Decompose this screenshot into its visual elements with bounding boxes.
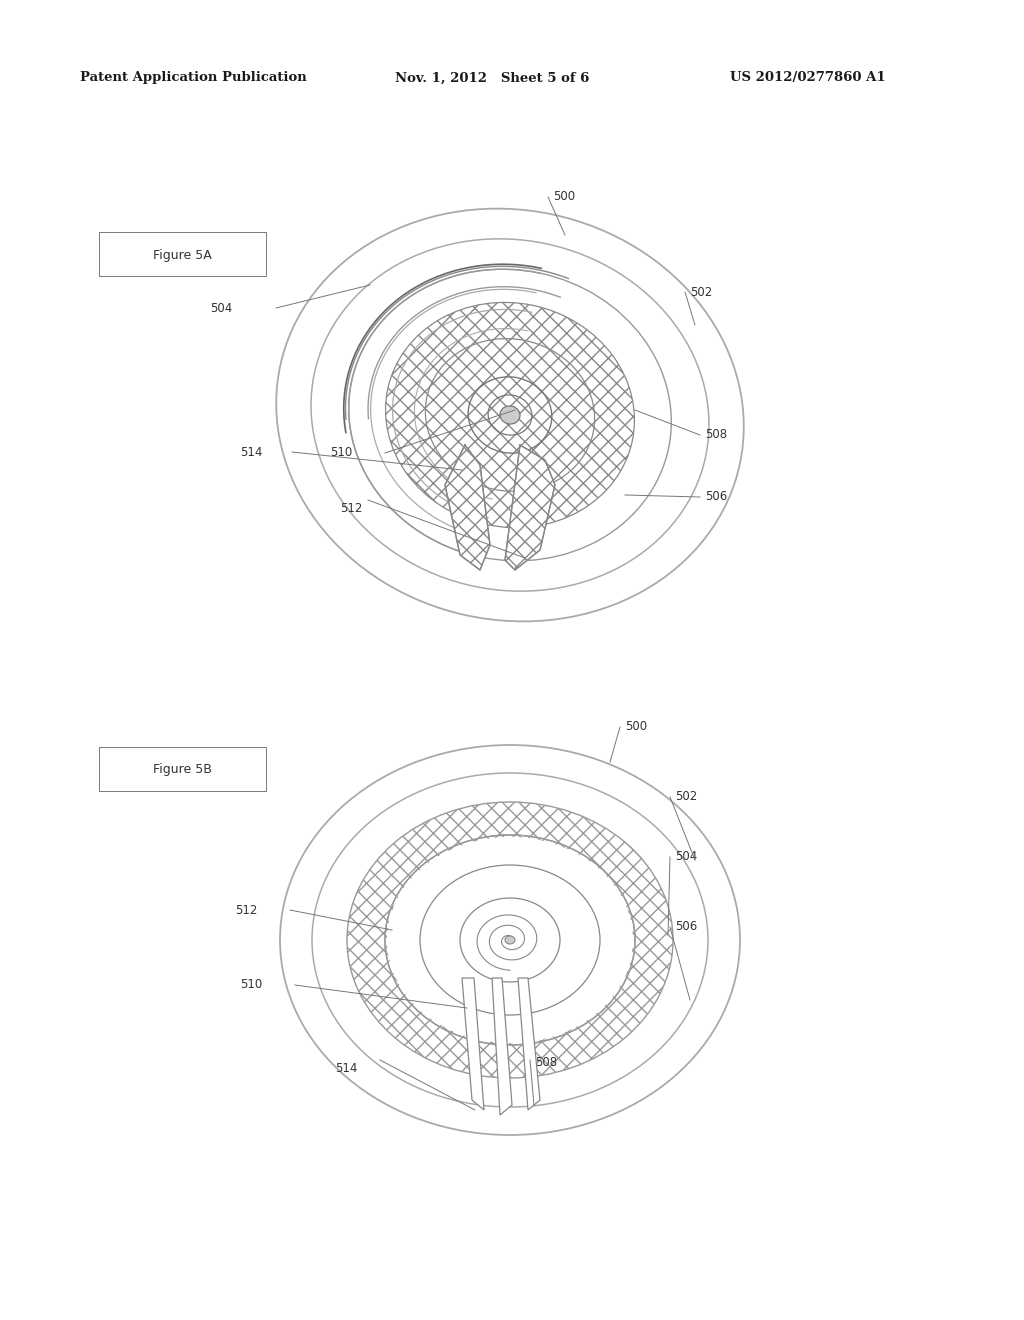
- Text: 500: 500: [553, 190, 575, 203]
- Ellipse shape: [385, 836, 635, 1045]
- Ellipse shape: [500, 407, 520, 424]
- Text: 506: 506: [705, 491, 727, 503]
- Text: 512: 512: [234, 903, 257, 916]
- Text: 510: 510: [330, 446, 352, 459]
- Text: Figure 5B: Figure 5B: [153, 763, 211, 776]
- Text: 504: 504: [675, 850, 697, 863]
- Text: 514: 514: [240, 446, 262, 458]
- Ellipse shape: [460, 898, 560, 982]
- FancyBboxPatch shape: [99, 232, 266, 276]
- Text: 510: 510: [240, 978, 262, 991]
- Polygon shape: [505, 445, 555, 570]
- Polygon shape: [492, 978, 512, 1115]
- Text: 514: 514: [335, 1061, 357, 1074]
- FancyBboxPatch shape: [99, 747, 266, 791]
- Ellipse shape: [347, 803, 673, 1078]
- Polygon shape: [445, 445, 490, 570]
- Ellipse shape: [425, 339, 595, 491]
- Polygon shape: [462, 978, 484, 1110]
- Ellipse shape: [387, 837, 633, 1043]
- Text: US 2012/0277860 A1: US 2012/0277860 A1: [730, 71, 886, 84]
- Text: 500: 500: [625, 721, 647, 734]
- Text: 508: 508: [535, 1056, 557, 1069]
- Text: Nov. 1, 2012   Sheet 5 of 6: Nov. 1, 2012 Sheet 5 of 6: [395, 71, 590, 84]
- Text: 508: 508: [705, 429, 727, 441]
- Text: Patent Application Publication: Patent Application Publication: [80, 71, 307, 84]
- Text: 502: 502: [690, 285, 713, 298]
- Text: 506: 506: [675, 920, 697, 933]
- Text: 502: 502: [675, 791, 697, 804]
- Text: 504: 504: [210, 301, 232, 314]
- Ellipse shape: [385, 302, 635, 528]
- Polygon shape: [518, 978, 540, 1110]
- Ellipse shape: [420, 865, 600, 1015]
- Text: 512: 512: [340, 502, 362, 515]
- Ellipse shape: [505, 936, 515, 944]
- Text: Figure 5A: Figure 5A: [153, 248, 211, 261]
